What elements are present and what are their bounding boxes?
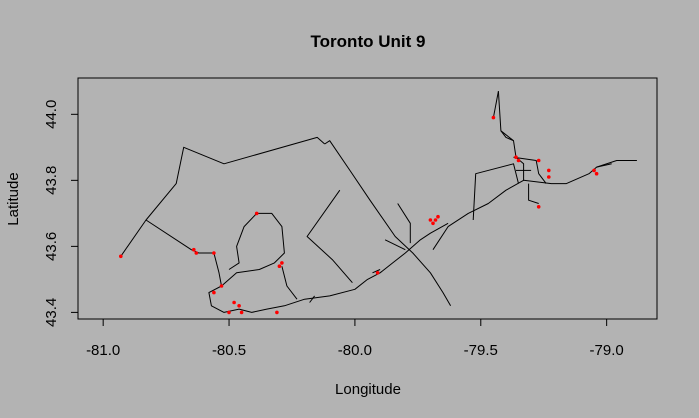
stop-point-26 [592, 168, 596, 173]
stop-point-7 [219, 284, 224, 288]
x-tick-label-1: -80.5 [212, 342, 246, 359]
x-tick-label-3: -79.5 [464, 342, 498, 359]
x-axis-label: Longitude [335, 381, 401, 398]
stop-point-5 [280, 261, 284, 265]
stop-point-9 [232, 300, 236, 305]
routes [120, 91, 637, 313]
route-line-19 [596, 163, 612, 168]
x-axis: -81.0 -80.5 -80.0 -79.5 -79.0 [86, 318, 624, 359]
stop-point-2 [194, 251, 199, 255]
x-tick-label-4: -79.0 [590, 342, 624, 359]
stop-point-15 [431, 221, 435, 226]
stop-point-10 [237, 304, 241, 308]
route-line-16 [528, 183, 539, 204]
route-line-12 [384, 239, 406, 251]
stop-point-12 [239, 310, 244, 315]
route-line-0 [120, 219, 214, 257]
route-line-8 [221, 212, 285, 287]
route-line-7 [208, 222, 449, 313]
stop-point-20 [514, 155, 518, 159]
route-line-6 [500, 130, 514, 142]
route-line-2 [324, 140, 452, 307]
route-line-1 [145, 136, 326, 221]
y-axis: 43.4 43.6 43.8 44.0 [43, 100, 79, 327]
stop-point-3 [212, 251, 216, 255]
route-line-14 [513, 156, 547, 184]
stop-point-27 [594, 171, 599, 176]
route-line-11 [397, 203, 411, 244]
y-axis-label: Latitude [5, 172, 22, 225]
stop-point-13 [275, 310, 279, 315]
chart-title: Toronto Unit 9 [311, 32, 426, 51]
stop-point-22 [536, 158, 541, 163]
stop-point-4 [254, 211, 259, 216]
route-line-9 [281, 266, 298, 300]
x-tick-label-2: -80.0 [338, 342, 372, 359]
y-tick-label-3: 44.0 [43, 100, 60, 129]
stop-point-14 [375, 271, 380, 275]
stop-point-17 [436, 214, 440, 219]
route-line-3 [432, 160, 637, 250]
stop-point-18 [428, 218, 433, 222]
route-line-13 [472, 163, 519, 221]
stop-point-19 [491, 115, 496, 120]
stops [119, 115, 599, 315]
stop-point-6 [277, 264, 282, 269]
x-tick-label-0: -81.0 [86, 342, 120, 359]
stop-point-23 [547, 168, 551, 173]
stop-point-1 [192, 247, 196, 252]
y-tick-label-1: 43.6 [43, 232, 60, 261]
route-line-10 [306, 189, 353, 284]
route-line-17 [309, 295, 315, 303]
y-tick-label-2: 43.8 [43, 166, 60, 195]
route-line-4 [497, 91, 525, 181]
stop-point-0 [119, 254, 123, 259]
stop-point-16 [433, 218, 438, 222]
stop-point-11 [227, 310, 231, 315]
plot-frame [77, 77, 658, 320]
y-tick-label-0: 43.4 [43, 298, 60, 327]
route-line-18 [372, 269, 381, 274]
stop-point-25 [536, 205, 541, 209]
route-line-5 [492, 91, 499, 118]
stop-point-24 [547, 175, 551, 179]
stop-point-8 [212, 290, 216, 295]
stop-point-21 [516, 158, 521, 163]
